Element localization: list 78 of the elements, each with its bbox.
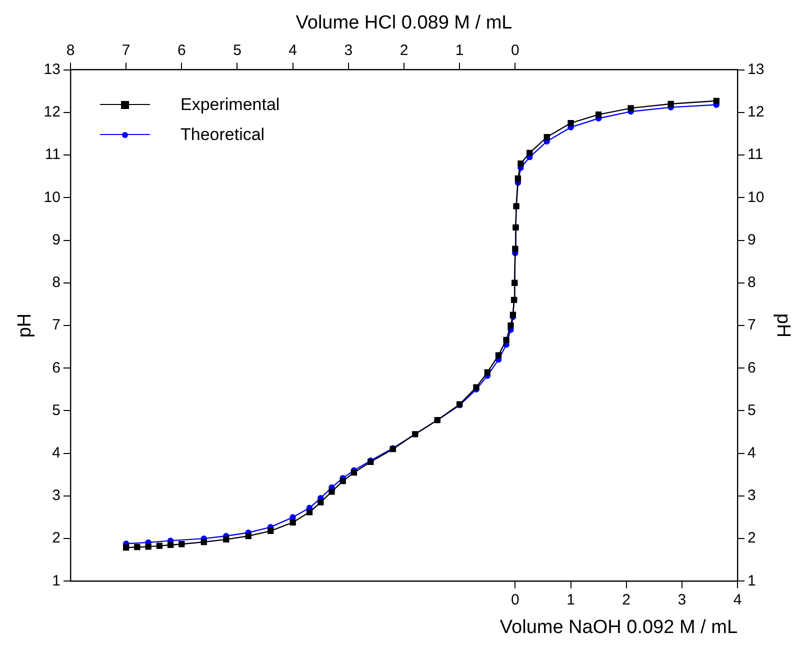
point (156, 542, 162, 549)
y2-tick-label: 2 (748, 530, 756, 547)
point (484, 369, 490, 376)
point (167, 542, 174, 548)
point (512, 246, 518, 252)
y-tick-label: 1 (52, 572, 60, 590)
point (514, 175, 522, 182)
x-tick-label: 0 (511, 591, 520, 608)
point (178, 541, 185, 548)
y2-tick-label: 4 (748, 444, 756, 462)
x-axis-title: Volume NaOH 0.092 M / mL (500, 616, 738, 638)
point (495, 352, 502, 358)
point (473, 384, 480, 390)
y-tick-label: 12 (44, 104, 60, 121)
point (568, 120, 574, 126)
y2-tick-label: 9 (748, 231, 756, 248)
x-tick-label: 2 (622, 591, 631, 608)
y2-tick-label: 10 (748, 188, 764, 206)
point (318, 499, 324, 506)
x2-axis-title: Volume HCl 0.089 M / mL (296, 12, 512, 34)
point (518, 160, 524, 167)
point (245, 532, 252, 540)
point (328, 488, 335, 495)
point (510, 312, 516, 318)
y2-tick-label: 7 (748, 316, 756, 334)
y-tick-label: 11 (44, 146, 60, 164)
y-tick-label: 8 (52, 274, 60, 292)
y-axis-title: pH (14, 313, 36, 338)
y-tick-label: 9 (52, 231, 60, 248)
point (145, 544, 152, 550)
x2-tick-label: 2 (400, 42, 408, 59)
x2-tick-label: 6 (177, 42, 186, 59)
y-tick-label: 7 (52, 316, 60, 334)
point (544, 134, 550, 140)
y2-tick-label: 3 (748, 487, 756, 504)
x2-tick-label: 5 (233, 42, 242, 59)
y2-axis-title: pH (772, 313, 794, 338)
y-tick-label: 13 (44, 60, 60, 78)
point (668, 100, 674, 107)
point (508, 322, 514, 329)
point (628, 105, 634, 112)
y-tick-label: 4 (52, 444, 60, 462)
legend-label: Experimental (180, 94, 280, 115)
x2-tick-label: 8 (66, 42, 75, 59)
point (503, 336, 510, 344)
point (122, 544, 130, 551)
legend-label: Theoretical (180, 124, 265, 145)
x-tick-label: 3 (678, 591, 686, 608)
x2-tick-label: 4 (288, 42, 297, 59)
point (595, 111, 602, 118)
y-tick-label: 5 (52, 402, 60, 419)
point (713, 98, 720, 104)
y2-tick-label: 12 (748, 104, 764, 121)
point (526, 150, 533, 156)
point (268, 528, 274, 534)
y-tick-label: 6 (52, 359, 60, 376)
x2-tick-label: 0 (511, 42, 520, 59)
point (223, 536, 230, 543)
point (134, 544, 140, 550)
point (350, 469, 358, 476)
y2-tick-label: 13 (748, 60, 764, 78)
y2-tick-label: 6 (748, 359, 756, 376)
y2-tick-label: 1 (748, 572, 756, 590)
point (340, 478, 346, 484)
x2-tick-label: 7 (122, 42, 130, 59)
y-tick-label: 3 (52, 487, 60, 504)
point (306, 509, 313, 516)
point (200, 538, 207, 546)
y-tick-label: 2 (52, 530, 60, 547)
y2-tick-label: 5 (748, 402, 756, 419)
y-tick-label: 10 (44, 188, 60, 206)
x2-tick-label: 3 (344, 42, 353, 59)
x2-tick-label: 1 (455, 42, 464, 59)
y2-tick-label: 11 (748, 146, 764, 164)
point (290, 519, 296, 526)
x-tick-label: 4 (733, 591, 742, 608)
x-tick-label: 1 (566, 591, 575, 608)
y2-tick-label: 8 (748, 274, 756, 292)
